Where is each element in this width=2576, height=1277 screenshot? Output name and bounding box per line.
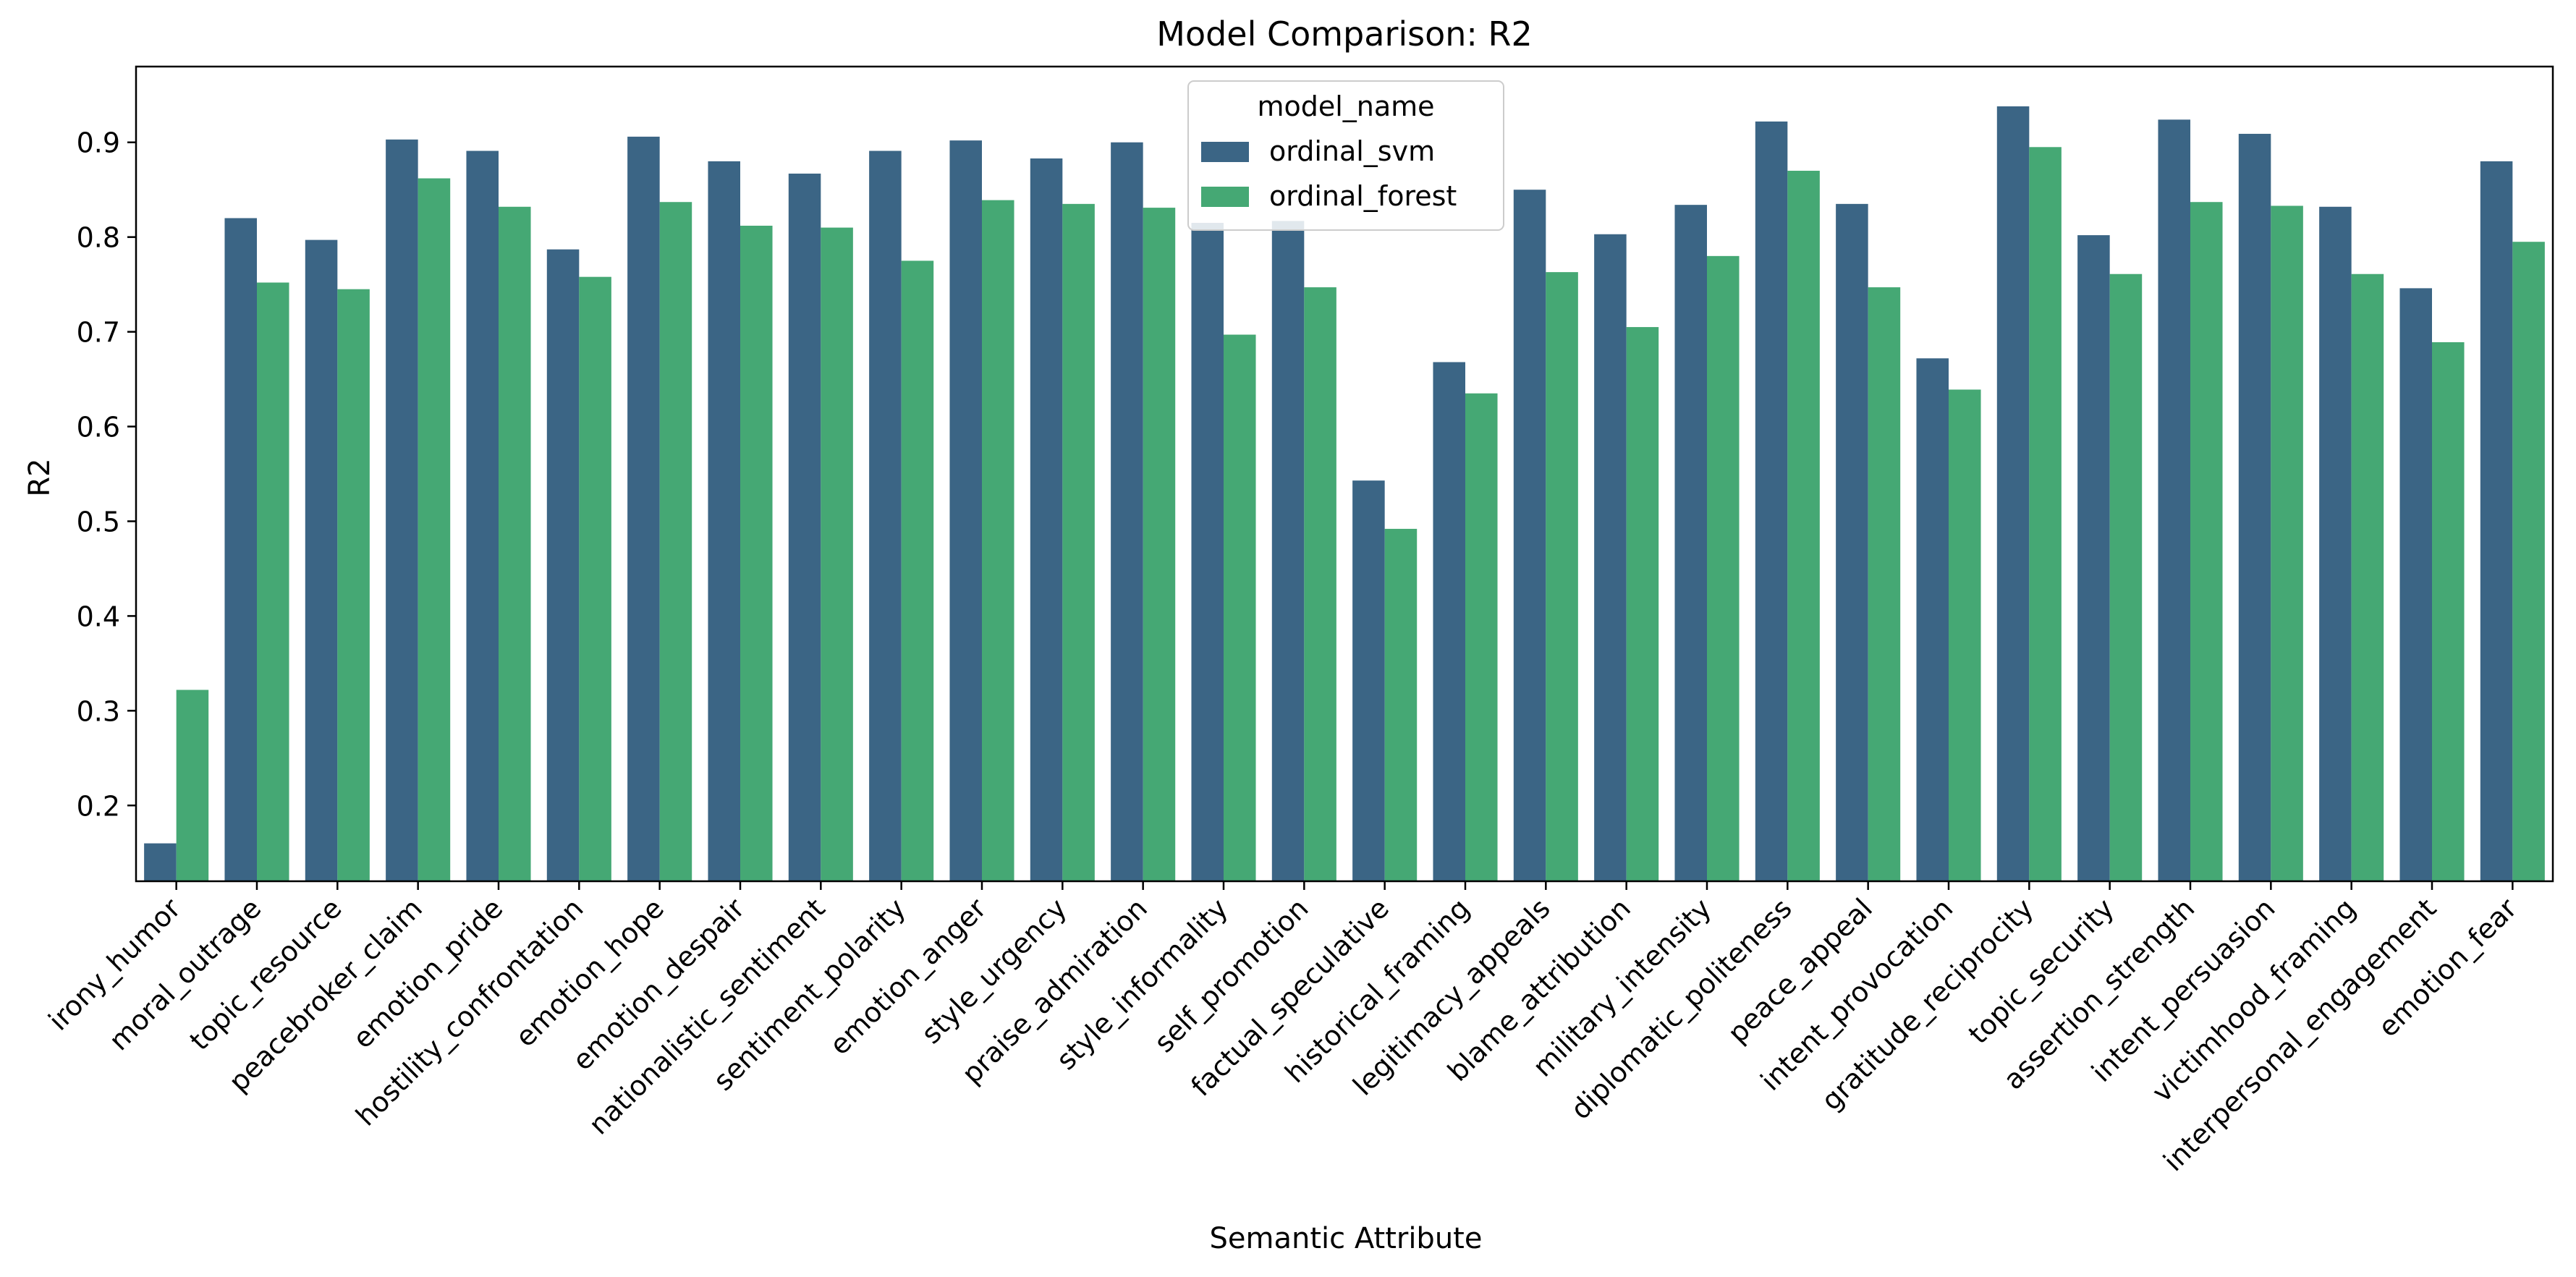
- bar-ordinal_forest-topic_resource: [337, 289, 370, 881]
- bar-ordinal_forest-self_promotion: [1304, 287, 1336, 881]
- bar-ordinal_svm-victimhood_framing: [2319, 206, 2352, 881]
- bar-ordinal_svm-emotion_anger: [949, 140, 982, 881]
- x-tick-label: emotion_pride: [347, 892, 509, 1054]
- legend-title: model_name: [1257, 90, 1434, 122]
- bar-ordinal_svm-military_intensity: [1674, 205, 1707, 881]
- x-tick-label: peace_appeal: [1721, 892, 1878, 1049]
- bar-ordinal_forest-topic_security: [2109, 273, 2143, 881]
- bar-ordinal_forest-style_informality: [1224, 334, 1256, 881]
- bar-ordinal_forest-assertion_strength: [2190, 202, 2223, 882]
- bar-ordinal_svm-emotion_pride: [466, 150, 499, 881]
- x-tick-label: topic_security: [1962, 892, 2120, 1050]
- bar-ordinal_svm-diplomatic_politeness: [1755, 121, 1788, 882]
- y-tick-label: 0.7: [77, 317, 120, 349]
- legend-swatch-ordinal_forest: [1201, 187, 1249, 207]
- legend-swatch-ordinal_svm: [1201, 142, 1249, 162]
- bar-ordinal_svm-blame_attribution: [1594, 234, 1627, 881]
- y-tick-label: 0.5: [77, 506, 120, 538]
- x-axis-label: Semantic Attribute: [1210, 1222, 1483, 1255]
- bar-ordinal_forest-intent_persuasion: [2271, 205, 2303, 882]
- bar-ordinal_svm-intent_provocation: [1916, 358, 1949, 881]
- bar-ordinal_forest-historical_framing: [1465, 393, 1498, 881]
- bar-ordinal_svm-topic_security: [2077, 235, 2110, 881]
- legend-label-ordinal_svm: ordinal_svm: [1269, 135, 1435, 167]
- bar-ordinal_svm-historical_framing: [1433, 362, 1465, 881]
- bar-ordinal_svm-sentiment_polarity: [869, 150, 902, 881]
- bar-ordinal_forest-emotion_despair: [740, 225, 773, 882]
- legend-label-ordinal_forest: ordinal_forest: [1269, 180, 1457, 212]
- bar-ordinal_svm-factual_speculative: [1352, 480, 1385, 881]
- y-tick-label: 0.2: [77, 790, 120, 822]
- bar-ordinal_svm-gratitude_reciprocity: [1996, 106, 2030, 882]
- y-tick-label: 0.3: [77, 695, 120, 727]
- bar-ordinal_svm-emotion_fear: [2480, 161, 2513, 881]
- bar-ordinal_forest-irony_humor: [176, 690, 209, 881]
- bar-ordinal_svm-assertion_strength: [2158, 119, 2190, 881]
- x-tick-label: emotion_hope: [509, 892, 670, 1053]
- bar-ordinal_svm-hostility_confrontation: [546, 249, 580, 881]
- bar-ordinal_forest-intent_provocation: [1949, 389, 1981, 881]
- y-tick-label: 0.4: [77, 601, 120, 632]
- bar-ordinal_forest-emotion_fear: [2512, 242, 2545, 882]
- bar-ordinal_svm-style_informality: [1191, 223, 1224, 881]
- bar-ordinal_forest-style_urgency: [1062, 203, 1095, 882]
- y-tick-label: 0.6: [77, 412, 120, 444]
- bar-ordinal_svm-intent_persuasion: [2238, 133, 2271, 882]
- bar-ordinal_svm-peace_appeal: [1836, 203, 1868, 882]
- bar-ordinal_forest-sentiment_polarity: [901, 260, 934, 881]
- bar-ordinal_forest-emotion_hope: [659, 202, 692, 882]
- bar-ordinal_forest-diplomatic_politeness: [1787, 171, 1820, 881]
- bar-ordinal_forest-praise_admiration: [1143, 208, 1176, 882]
- legend-box: [1187, 80, 1504, 231]
- bars-group: [144, 106, 2545, 882]
- bar-ordinal_svm-emotion_hope: [627, 136, 660, 881]
- bar-ordinal_forest-factual_speculative: [1384, 528, 1418, 881]
- bar-ordinal_svm-interpersonal_engagement: [2399, 288, 2432, 881]
- y-axis-label: R2: [23, 458, 56, 496]
- bar-ordinal_svm-nationalistic_sentiment: [788, 173, 821, 881]
- bar-ordinal_forest-nationalistic_sentiment: [821, 227, 853, 882]
- y-tick-label: 0.9: [77, 127, 120, 159]
- bar-ordinal_forest-blame_attribution: [1626, 327, 1659, 881]
- legend: model_name ordinal_svm ordinal_forest: [1187, 80, 1504, 231]
- bar-ordinal_svm-irony_humor: [144, 843, 177, 881]
- plot-frame: [135, 65, 2554, 883]
- x-tick-label: style_urgency: [915, 892, 1073, 1050]
- bar-ordinal_forest-legitimacy_appeals: [1546, 272, 1578, 881]
- bar-ordinal_forest-peacebroker_claim: [418, 178, 451, 881]
- bar-ordinal_svm-praise_admiration: [1111, 142, 1143, 882]
- bar-ordinal_forest-military_intensity: [1707, 255, 1740, 881]
- y-tick-label: 0.8: [77, 222, 120, 254]
- bar-ordinal_svm-emotion_despair: [708, 161, 740, 881]
- bar-ordinal_forest-victimhood_framing: [2351, 273, 2384, 881]
- bar-ordinal_svm-style_urgency: [1030, 158, 1063, 881]
- bar-ordinal_svm-legitimacy_appeals: [1513, 190, 1546, 882]
- chart-title: Model Comparison: R2: [1156, 14, 1533, 54]
- bar-ordinal_svm-topic_resource: [305, 239, 338, 882]
- bar-ordinal_forest-gratitude_reciprocity: [2029, 147, 2062, 882]
- bar-ordinal_forest-moral_outrage: [257, 282, 289, 881]
- bar-ordinal_svm-peacebroker_claim: [386, 139, 418, 881]
- bar-ordinal_forest-emotion_anger: [982, 200, 1014, 881]
- bar-ordinal_forest-hostility_confrontation: [579, 276, 611, 881]
- x-tick-label: emotion_fear: [2372, 892, 2523, 1043]
- bar-ordinal_svm-self_promotion: [1271, 221, 1305, 881]
- bar-ordinal_forest-peace_appeal: [1868, 287, 1901, 881]
- bar-ordinal_forest-emotion_pride: [499, 206, 531, 881]
- bar-ordinal_forest-interpersonal_engagement: [2432, 342, 2465, 881]
- bar-ordinal_svm-moral_outrage: [224, 218, 257, 881]
